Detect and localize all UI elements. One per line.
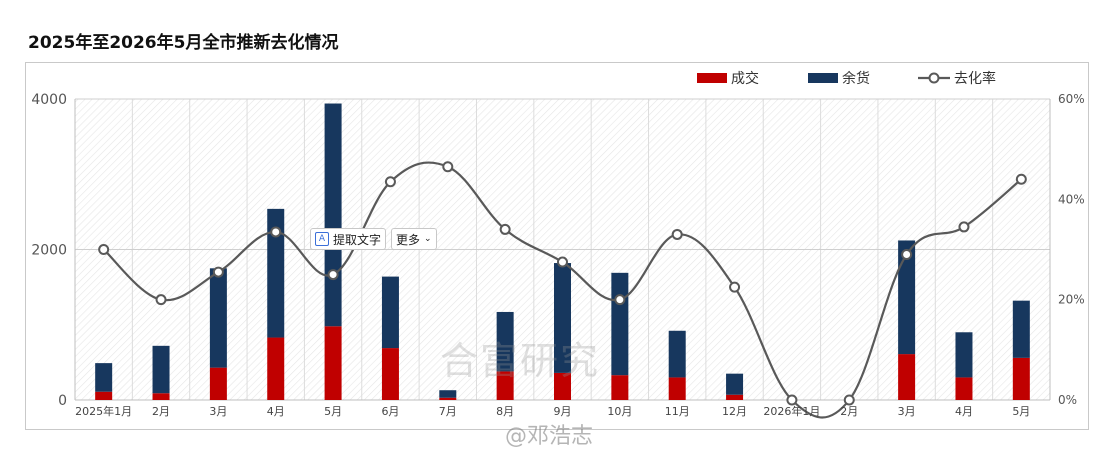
y2-tick-label: 20%	[1058, 293, 1085, 307]
bar-deal	[496, 371, 514, 400]
rate-point	[671, 228, 683, 240]
y2-tick-label: 60%	[1058, 92, 1085, 106]
bar-deal	[554, 372, 571, 400]
extract-text-button[interactable]: A 提取文字	[310, 228, 387, 250]
rate-point	[499, 223, 511, 235]
rate-point	[786, 394, 798, 406]
more-label: 更多	[396, 232, 421, 247]
y-tick-label: 2000	[31, 243, 67, 259]
bar-stock	[152, 345, 170, 394]
x-tick-label: 2月	[840, 405, 858, 418]
legend-swatch-rate-point	[928, 72, 940, 84]
x-tick-label: 6月	[381, 405, 399, 418]
bar-stock	[1012, 300, 1030, 358]
bar-stock	[554, 263, 571, 373]
x-tick-label: 8月	[496, 405, 514, 418]
rate-point	[98, 244, 110, 255]
bar-stock	[324, 103, 342, 327]
bar-deal	[267, 337, 285, 400]
rate-point	[1015, 173, 1027, 185]
x-tick-label: 7月	[439, 405, 457, 418]
rate-point	[384, 176, 396, 188]
rate-point	[843, 394, 855, 406]
x-tick-label: 3月	[209, 405, 227, 418]
more-button[interactable]: 更多 ⌄	[391, 228, 437, 250]
text-extract-icon: A	[315, 232, 329, 246]
x-tick-label: 2月	[152, 405, 170, 418]
rate-point	[614, 294, 626, 306]
rate-point	[270, 226, 282, 238]
legend-swatch-deal	[697, 73, 727, 83]
x-tick-label: 4月	[267, 405, 285, 418]
bar-stock	[95, 363, 113, 392]
rate-point	[901, 249, 913, 261]
x-tick-label: 11月	[665, 405, 690, 418]
watermark-center: 合富研究	[440, 339, 601, 383]
y-tick-label: 0	[58, 393, 67, 409]
bar-deal	[324, 326, 342, 400]
bar-stock	[267, 208, 285, 338]
bar-stock	[611, 272, 629, 376]
bar-deal	[1012, 357, 1030, 400]
y2-tick-label: 0%	[1058, 393, 1077, 407]
bar-deal	[381, 348, 399, 400]
bar-deal	[898, 354, 916, 400]
legend-swatch-stock	[808, 73, 838, 83]
bar-deal	[439, 397, 457, 400]
chart-title: 2025年至2026年5月全市推新去化情况	[28, 33, 339, 53]
bar-stock	[209, 268, 227, 368]
rate-point	[155, 294, 167, 306]
x-tick-label: 9月	[554, 405, 572, 418]
y2-tick-label: 40%	[1058, 192, 1085, 206]
legend-label-deal: 成交	[731, 70, 759, 87]
rate-point	[327, 269, 339, 281]
bar-stock	[668, 330, 686, 378]
x-tick-label: 3月	[898, 405, 916, 418]
bar-deal	[726, 394, 744, 400]
chevron-down-icon: ⌄	[424, 234, 432, 244]
bar-stock	[496, 311, 514, 372]
rate-point	[557, 256, 568, 268]
rate-point	[442, 161, 454, 173]
legend-label-rate: 去化率	[954, 70, 996, 87]
x-tick-label: 5月	[324, 405, 342, 418]
bar-stock	[726, 373, 744, 395]
bar-stock	[955, 332, 973, 378]
bar-deal	[209, 367, 227, 400]
bar-deal	[668, 377, 686, 400]
bar-stock	[439, 390, 457, 398]
rate-point	[212, 266, 224, 278]
bar-deal	[152, 393, 170, 400]
x-tick-label: 12月	[722, 405, 747, 418]
bar-stock	[898, 240, 916, 355]
legend-label-stock: 余货	[842, 70, 870, 87]
bar-deal	[95, 391, 113, 400]
rate-point	[729, 281, 741, 293]
rate-point	[958, 221, 970, 233]
watermark-weibo: @邓浩志	[505, 424, 594, 449]
bar-stock	[381, 276, 399, 349]
bar-deal	[611, 375, 629, 400]
x-tick-label: 5月	[1012, 405, 1030, 418]
x-tick-label: 4月	[955, 405, 973, 418]
x-tick-label: 2025年1月	[75, 404, 132, 418]
extract-text-label: 提取文字	[333, 232, 382, 247]
bar-deal	[955, 377, 973, 400]
x-tick-label: 10月	[607, 405, 632, 418]
y-tick-label: 4000	[31, 92, 67, 108]
x-tick-label: 2026年1月	[763, 404, 820, 418]
